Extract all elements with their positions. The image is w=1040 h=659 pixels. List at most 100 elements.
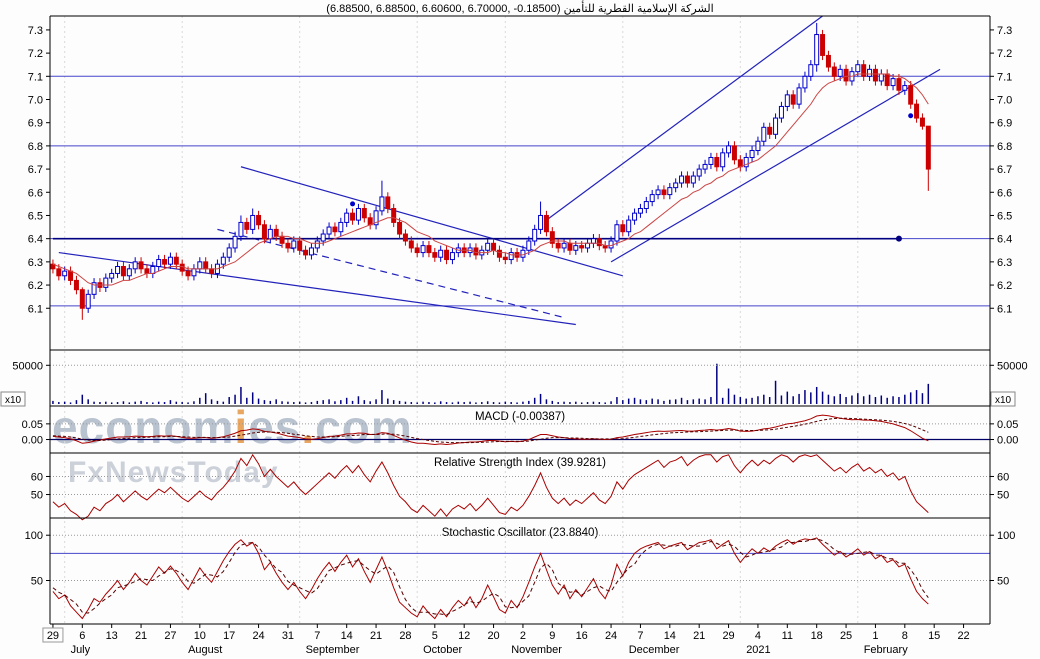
svg-text:6.3: 6.3 [997,257,1012,269]
svg-text:6.4: 6.4 [997,234,1012,246]
svg-text:6.2: 6.2 [997,280,1012,292]
svg-text:6.8: 6.8 [28,141,43,153]
svg-text:14: 14 [341,630,353,642]
trendlines [58,15,941,326]
svg-text:6.6: 6.6 [997,187,1012,199]
rsi-panel [50,453,990,521]
svg-text:5: 5 [432,630,438,642]
svg-text:July: July [71,644,91,656]
svg-text:31: 31 [282,630,294,642]
svg-text:7.3: 7.3 [28,25,43,37]
svg-text:4: 4 [755,630,761,642]
svg-text:6.7: 6.7 [28,164,43,176]
svg-text:1: 1 [872,630,878,642]
macd-panel-title: MACD (-0.00387) [475,411,565,423]
svg-text:6.8: 6.8 [997,141,1012,153]
long-ma-line [52,235,902,242]
svg-text:December: December [629,644,680,656]
stochastic-panel [50,534,990,620]
svg-text:10: 10 [194,630,206,642]
svg-text:6.1: 6.1 [28,303,43,315]
svg-text:29: 29 [47,630,59,642]
svg-text:6.7: 6.7 [997,164,1012,176]
svg-text:6.4: 6.4 [28,234,43,246]
svg-text:11: 11 [782,630,793,642]
rsi-panel-title: Relative Strength Index (39.9281) [434,457,606,469]
svg-text:September: September [306,644,360,656]
svg-text:7.2: 7.2 [997,48,1012,60]
svg-text:7.0: 7.0 [28,95,43,107]
svg-text:February: February [864,644,909,656]
volume-bars [50,363,990,404]
svg-text:x10: x10 [5,395,22,406]
svg-text:0.00: 0.00 [997,435,1018,447]
svg-text:24: 24 [252,630,264,642]
svg-text:6.6: 6.6 [28,187,43,199]
svg-text:25: 25 [840,630,852,642]
svg-text:24: 24 [605,630,617,642]
svg-text:50000: 50000 [997,360,1028,372]
svg-text:16: 16 [576,630,588,642]
svg-text:7.0: 7.0 [997,95,1012,107]
svg-text:60: 60 [31,471,43,483]
svg-text:20: 20 [487,630,499,642]
svg-text:14: 14 [664,630,676,642]
svg-text:6.3: 6.3 [28,257,43,269]
volume-multiplier-labels: x10 x10 [0,391,1016,407]
svg-text:29: 29 [722,630,734,642]
fast-ma-line [52,73,929,286]
svg-text:7.1: 7.1 [997,71,1012,83]
svg-text:27: 27 [164,630,176,642]
svg-text:17: 17 [223,630,235,642]
svg-text:100: 100 [25,530,43,542]
svg-text:0.00: 0.00 [22,435,43,447]
svg-text:13: 13 [106,630,118,642]
svg-text:October: October [423,644,462,656]
svg-text:9: 9 [549,630,555,642]
svg-text:6.1: 6.1 [997,303,1012,315]
svg-text:7.2: 7.2 [28,48,43,60]
svg-text:6.2: 6.2 [28,280,43,292]
svg-text:50: 50 [997,490,1009,502]
svg-text:50: 50 [31,490,43,502]
svg-text:7: 7 [314,630,320,642]
svg-text:6.9: 6.9 [997,118,1012,130]
svg-text:7.1: 7.1 [28,71,43,83]
stoch-panel-title: Stochastic Oscillator (23.8840) [442,527,599,539]
x-axis: 29 6 13 21 27 10 17 24 31 7 14 21 28 5 12 20 2 9 16 24 7 14 21… [42,624,970,656]
svg-text:100: 100 [997,530,1015,542]
svg-text:7: 7 [637,630,643,642]
svg-text:50: 50 [31,576,43,588]
svg-text:12: 12 [458,630,470,642]
svg-text:28: 28 [399,630,411,642]
panel-borders [49,15,991,625]
y-axis-labels: 7.3 7.3 7.2 7.2 7.1 7.1 7.0 7.0 6.9 6.9 6.8 6.8 6.7 6… [12,25,1027,588]
svg-text:0.05: 0.05 [22,419,43,431]
svg-text:50000: 50000 [12,360,43,372]
svg-text:7.3: 7.3 [997,25,1012,37]
svg-text:18: 18 [811,630,823,642]
svg-text:2021: 2021 [746,644,770,656]
svg-text:21: 21 [370,630,382,642]
candlesticks [50,22,931,320]
svg-text:22: 22 [957,630,969,642]
svg-text:x10: x10 [995,395,1012,406]
watermark-subtitle: FxNewsToday [68,456,279,489]
svg-text:6: 6 [79,630,85,642]
svg-text:August: August [188,644,222,656]
svg-text:2: 2 [520,630,526,642]
svg-text:6.9: 6.9 [28,118,43,130]
svg-text:6.5: 6.5 [28,210,43,222]
macd-panel [50,414,990,446]
svg-text:15: 15 [928,630,940,642]
signal-dots [350,113,914,207]
svg-text:0.05: 0.05 [997,419,1018,431]
svg-text:6.5: 6.5 [997,210,1012,222]
svg-text:50: 50 [997,576,1009,588]
svg-text:November: November [511,644,562,656]
svg-text:8: 8 [902,630,908,642]
svg-text:21: 21 [693,630,705,642]
svg-text:21: 21 [135,630,147,642]
